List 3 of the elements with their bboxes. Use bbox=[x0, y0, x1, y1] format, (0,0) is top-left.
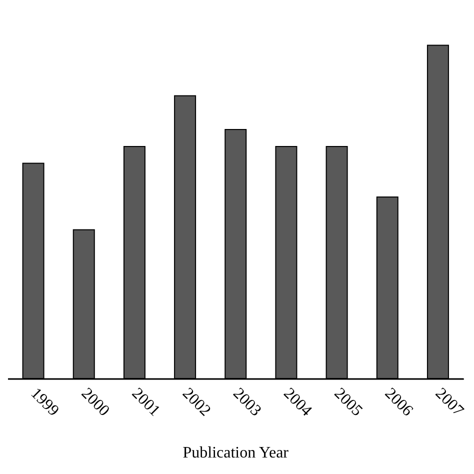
x-tick-label: 1999 bbox=[27, 384, 62, 420]
x-axis-title: Publication Year bbox=[182, 444, 290, 462]
x-tick-label: 2007 bbox=[432, 384, 467, 420]
